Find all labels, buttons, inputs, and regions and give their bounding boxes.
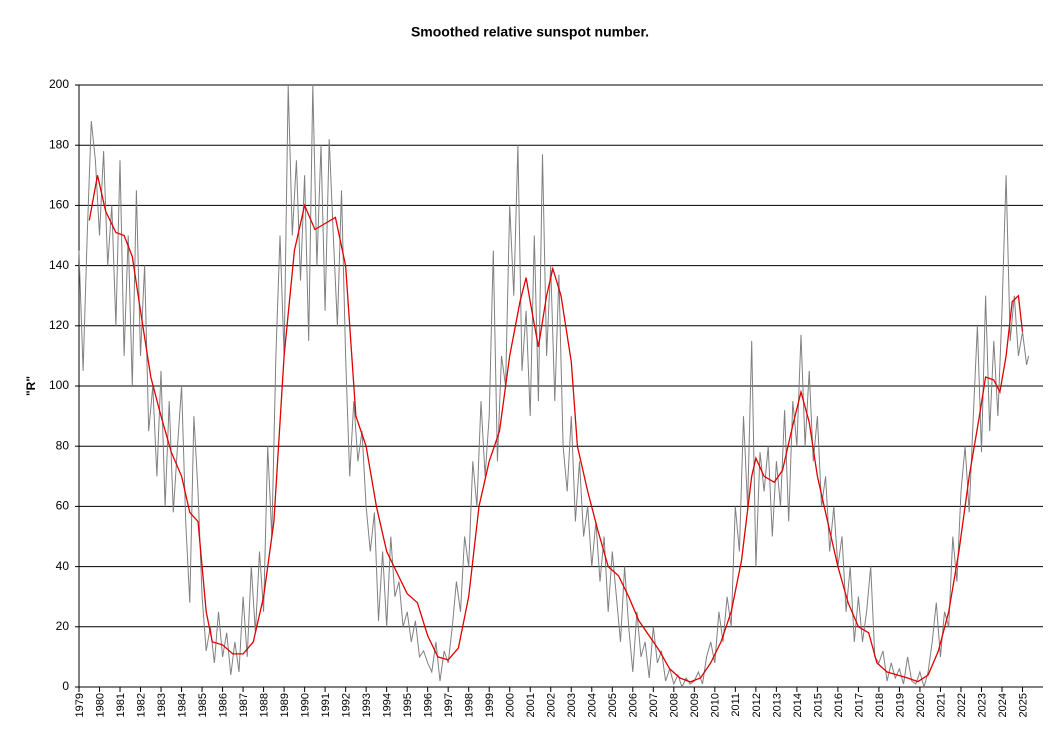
y-tick-label: 20 (56, 619, 70, 633)
x-tick-label: 2002 (546, 693, 558, 717)
series-line (78, 84, 1030, 689)
x-tick-label: 1991 (320, 693, 332, 717)
x-tick-label: 1987 (238, 693, 250, 717)
x-tick-label: 1990 (300, 693, 312, 717)
x-tick-label: 2014 (792, 693, 804, 717)
series-line (88, 175, 1024, 683)
x-tick-label: 2019 (894, 693, 906, 717)
x-tick-label: 2012 (751, 693, 763, 717)
y-tick-label: 200 (49, 77, 69, 91)
x-tick-label: 2004 (587, 693, 599, 717)
y-tick-label: 160 (49, 198, 69, 212)
y-tick-label: 40 (56, 559, 70, 573)
y-tick-label: 0 (62, 679, 69, 693)
x-tick-label: 1992 (341, 693, 353, 717)
x-tick-label: 2020 (915, 693, 927, 717)
x-tick-label: 2000 (505, 693, 517, 717)
x-tick-label: 1983 (156, 693, 168, 717)
x-tick-label: 1993 (361, 693, 373, 717)
x-tick-label: 1985 (197, 693, 209, 717)
y-tick-label: 120 (49, 318, 69, 332)
y-tick-label: 140 (49, 258, 69, 272)
x-tick-label: 2015 (812, 693, 824, 717)
x-tick-label: 2013 (771, 693, 783, 717)
x-tick-label: 2008 (669, 693, 681, 717)
y-tick-label: 80 (56, 438, 70, 452)
x-tick-label: 1999 (484, 693, 496, 717)
x-tick-label: 1980 (94, 693, 106, 717)
x-tick-label: 1981 (115, 693, 127, 717)
x-tick-label: 1979 (74, 693, 86, 717)
y-tick-label: 180 (49, 137, 69, 151)
y-tick-label: 60 (56, 499, 70, 513)
x-tick-label: 2005 (607, 693, 619, 717)
x-tick-label: 1994 (382, 693, 394, 717)
x-tick-label: 2011 (730, 693, 742, 717)
x-tick-label: 2023 (976, 693, 988, 717)
x-tick-label: 2016 (833, 693, 845, 717)
x-tick-label: 2018 (874, 693, 886, 717)
x-tick-label: 1982 (135, 693, 147, 717)
x-tick-label: 2003 (566, 693, 578, 717)
x-tick-label: 1995 (402, 693, 414, 717)
x-tick-label: 2010 (710, 693, 722, 717)
x-tick-label: 1984 (176, 693, 188, 717)
x-tick-label: 2022 (956, 693, 968, 717)
x-tick-label: 2024 (997, 693, 1009, 717)
x-tick-label: 2025 (1017, 693, 1029, 717)
x-tick-label: 1988 (259, 693, 271, 717)
x-tick-label: 1997 (443, 693, 455, 717)
x-tick-label: 1996 (423, 693, 435, 717)
x-tick-label: 1998 (464, 693, 476, 717)
x-tick-label: 2017 (853, 693, 865, 717)
x-tick-label: 2007 (648, 693, 660, 717)
y-axis-label: "R" (24, 376, 38, 396)
x-tick-label: 2009 (689, 693, 701, 717)
y-tick-label: 100 (49, 378, 69, 392)
chart-title: Smoothed relative sunspot number. (411, 24, 649, 40)
x-tick-label: 2001 (525, 693, 537, 717)
x-tick-label: 2021 (935, 693, 947, 717)
x-tick-label: 2006 (628, 693, 640, 717)
x-tick-label: 1989 (279, 693, 291, 717)
x-tick-label: 1986 (217, 693, 229, 717)
